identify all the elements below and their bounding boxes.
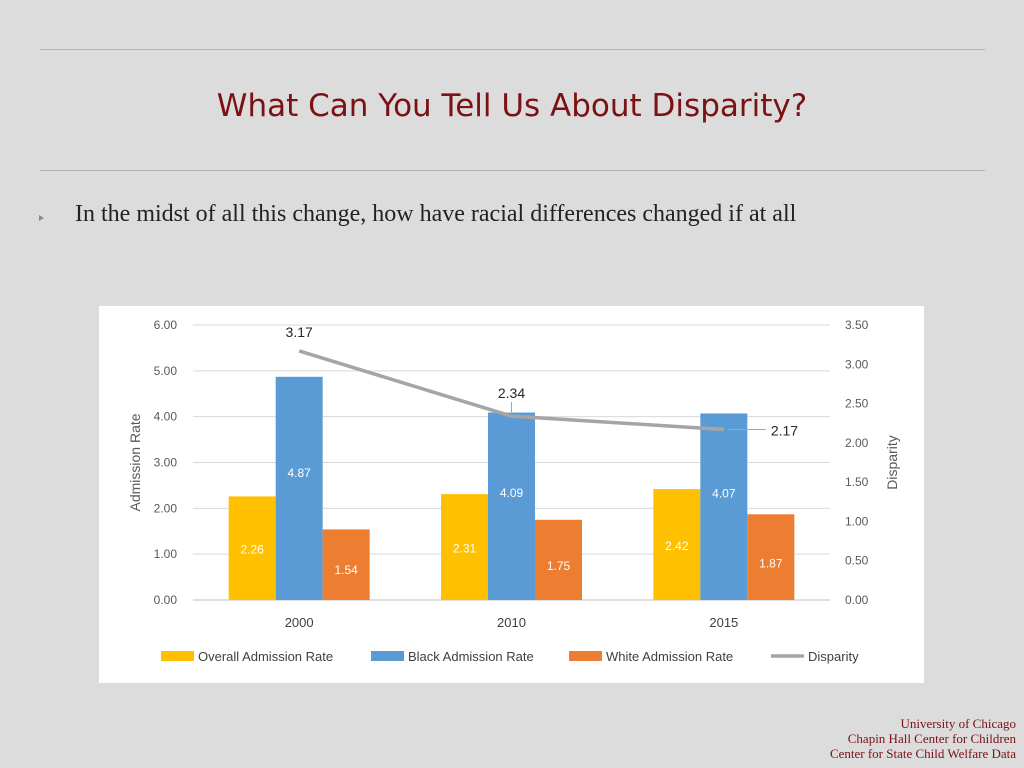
overall-rate-bar (441, 494, 488, 600)
y-tick-label: 2.00 (154, 501, 178, 515)
legend-white-label: White Admission Rate (606, 649, 733, 664)
y2-tick-label: 0.00 (845, 593, 869, 607)
overall-rate-label: 2.42 (665, 539, 689, 553)
black-rate-bar (700, 413, 748, 600)
y2-tick-label: 0.50 (845, 554, 869, 568)
y2-tick-label: 2.50 (845, 397, 869, 411)
white-rate-bar (535, 519, 582, 600)
overall-rate-bar (653, 489, 701, 600)
y-tick-label: 3.00 (154, 456, 178, 470)
black-rate-label: 4.09 (500, 486, 524, 500)
black-rate-label: 4.07 (712, 486, 736, 500)
footer-data-center: Center for State Child Welfare Data (829, 746, 1016, 761)
y2-tick-label: 1.50 (845, 475, 869, 489)
title-divider (40, 170, 985, 171)
bullet-text: In the midst of all this change, how hav… (75, 201, 797, 227)
overall-rate-label: 2.26 (240, 542, 264, 556)
y-tick-label: 6.00 (154, 318, 178, 332)
y2-tick-label: 1.00 (845, 514, 869, 528)
overall-rate-bar (228, 496, 276, 600)
white-rate-label: 1.75 (547, 559, 571, 573)
legend-white-swatch (569, 651, 602, 661)
overall-rate-label: 2.31 (453, 541, 477, 555)
disparity-chart: 6.00 5.00 4.00 3.00 2.00 1.00 0.00 3.50 3.00 2.50… (127, 318, 900, 664)
black-rate-bar (488, 412, 535, 600)
y-tick-label: 5.00 (154, 364, 178, 378)
footer-center: Chapin Hall Center for Children (847, 731, 1016, 746)
y2-tick-label: 3.00 (845, 357, 869, 371)
black-rate-label: 4.87 (287, 466, 311, 480)
legend-overall-swatch (161, 651, 194, 661)
y-tick-label: 0.00 (154, 593, 178, 607)
disparity-label: 2.34 (498, 385, 525, 401)
white-rate-bar (747, 514, 795, 600)
footer-university: University of Chicago (900, 716, 1016, 731)
slide-title: What Can You Tell Us About Disparity? (216, 88, 808, 124)
legend-overall-label: Overall Admission Rate (198, 649, 333, 664)
disparity-label: 2.17 (771, 423, 798, 439)
white-rate-bar (322, 529, 370, 600)
black-rate-bar (275, 376, 323, 600)
x-tick-label: 2000 (285, 615, 314, 630)
legend-black-label: Black Admission Rate (408, 649, 534, 664)
disparity-label: 3.17 (286, 324, 313, 340)
y2-tick-label: 3.50 (845, 318, 869, 332)
y-tick-label: 4.00 (154, 410, 178, 424)
bullet-arrow-icon (39, 215, 44, 221)
chart-container: 6.00 5.00 4.00 3.00 2.00 1.00 0.00 3.50 3.00 2.50… (99, 306, 924, 683)
white-rate-label: 1.87 (759, 556, 783, 570)
x-tick-label: 2015 (709, 615, 738, 630)
white-rate-label: 1.54 (334, 563, 358, 577)
legend-black-swatch (371, 651, 404, 661)
top-divider (40, 49, 985, 50)
y-tick-label: 1.00 (154, 547, 178, 561)
disparity-line (298, 349, 724, 432)
y2-axis-title: Disparity (884, 435, 900, 489)
x-tick-label: 2010 (497, 615, 526, 630)
y-axis-title: Admission Rate (127, 413, 143, 511)
y2-tick-label: 2.00 (845, 436, 869, 450)
legend-disparity-label: Disparity (808, 649, 859, 664)
footer-credit: University of Chicago Chapin Hall Center… (830, 716, 1016, 761)
